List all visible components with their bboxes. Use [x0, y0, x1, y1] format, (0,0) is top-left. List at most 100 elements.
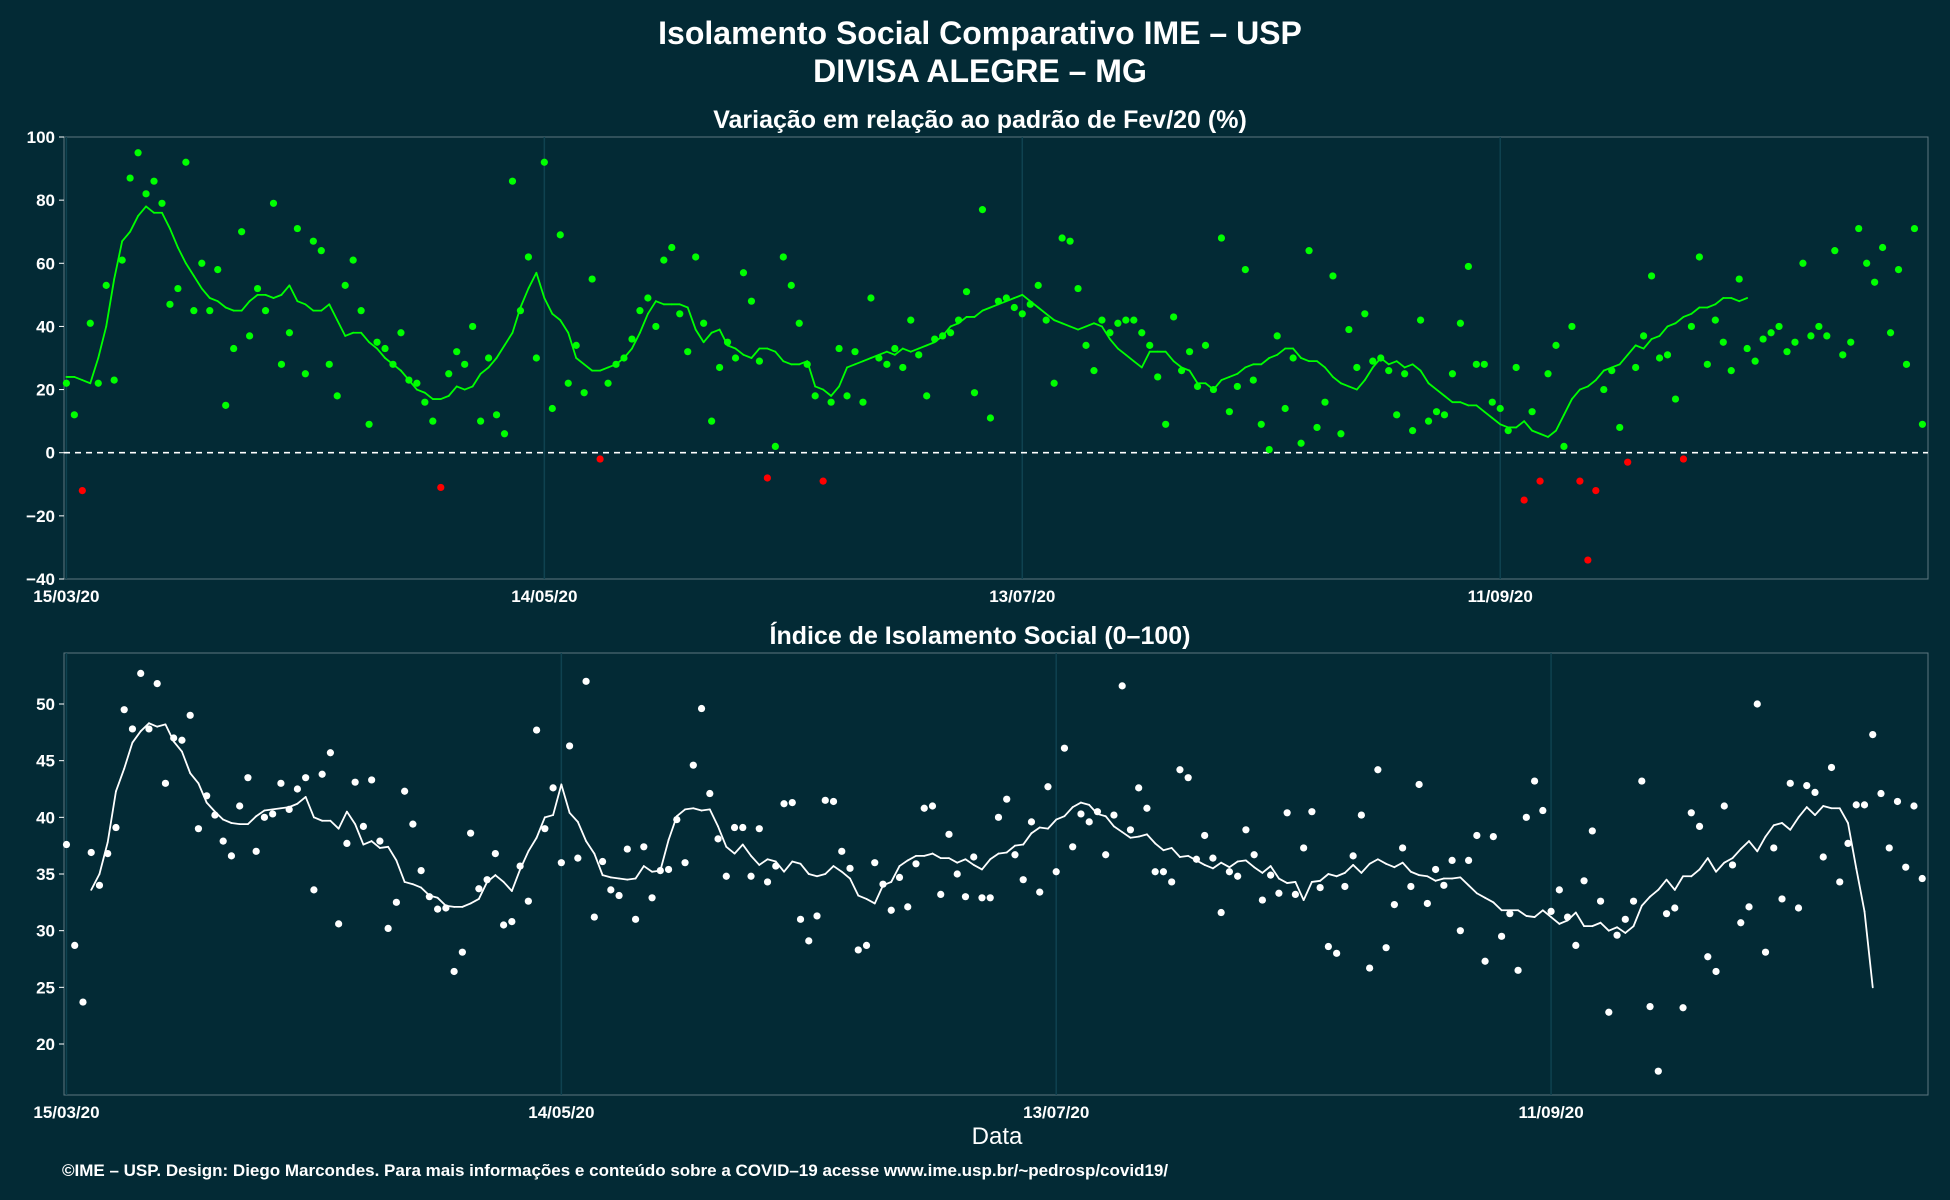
- variation-data-point: [397, 329, 405, 337]
- index-y-tick-label: 30: [36, 922, 55, 941]
- variation-moving-average-segment: [686, 306, 697, 331]
- index-moving-average-segment: [642, 865, 653, 873]
- variation-moving-average-segment: [1093, 322, 1103, 328]
- index-data-point: [1811, 788, 1819, 797]
- index-data-point: [1902, 863, 1910, 871]
- variation-moving-average-segment: [1563, 398, 1573, 416]
- index-moving-average-segment: [1401, 861, 1412, 873]
- variation-data-point: [548, 404, 556, 413]
- index-data-point: [912, 860, 920, 868]
- index-data-point: [763, 878, 772, 886]
- variation-moving-average-segment: [248, 293, 259, 303]
- variation-moving-average-segment: [1626, 344, 1637, 356]
- index-data-point: [1044, 783, 1052, 791]
- index-moving-average-segment: [1434, 877, 1445, 882]
- variation-data-point: [1847, 338, 1855, 346]
- variation-data-point: [1775, 322, 1783, 331]
- index-data-point: [871, 859, 879, 867]
- index-data-point: [805, 937, 813, 945]
- variation-moving-average-segment: [1547, 429, 1557, 438]
- index-data-point: [1300, 844, 1308, 852]
- index-data-point: [1036, 888, 1044, 896]
- variation-data-point: [174, 284, 182, 293]
- variation-moving-average-segment: [1332, 376, 1342, 385]
- index-moving-average-segment: [692, 807, 703, 812]
- variation-data-point: [1130, 316, 1138, 324]
- index-data-point: [978, 894, 986, 902]
- index-moving-average-segment: [1393, 861, 1404, 869]
- variation-x-tick-label: 14/05/20: [511, 587, 577, 606]
- index-moving-average-segment: [964, 858, 975, 866]
- variation-data-point: [365, 420, 373, 428]
- index-data-point: [475, 885, 483, 893]
- variation-data-point: [190, 307, 198, 315]
- variation-moving-average-segment: [1690, 306, 1701, 315]
- index-moving-average-segment: [585, 840, 596, 855]
- index-data-point: [335, 920, 343, 928]
- index-moving-average-segment: [791, 860, 802, 865]
- index-data-point: [1629, 897, 1638, 905]
- index-moving-average-segment: [1640, 895, 1651, 907]
- variation-moving-average-segment: [551, 312, 562, 322]
- variation-moving-average-segment: [97, 325, 108, 359]
- variation-data-point: [1679, 455, 1688, 463]
- variation-data-point: [636, 307, 644, 315]
- index-data-point: [1267, 871, 1275, 879]
- variation-x-tick-label: 15/03/20: [33, 587, 99, 606]
- variation-moving-average-segment: [264, 293, 275, 299]
- index-data-point: [491, 850, 499, 858]
- index-data-point: [961, 893, 970, 901]
- variation-data-point: [158, 199, 166, 207]
- index-moving-average-segment: [1335, 871, 1346, 878]
- variation-data-point: [445, 370, 453, 378]
- variation-moving-average-segment: [1594, 369, 1605, 382]
- index-moving-average-segment: [708, 808, 719, 828]
- index-moving-average-segment: [156, 723, 167, 728]
- index-moving-average-segment: [1080, 801, 1091, 806]
- index-moving-average-segment: [370, 840, 381, 849]
- variation-moving-average-segment: [599, 366, 609, 372]
- variation-moving-average-segment: [1491, 417, 1502, 426]
- index-moving-average-segment: [1748, 840, 1759, 853]
- variation-data-point: [277, 360, 286, 368]
- variation-data-point: [1090, 367, 1098, 375]
- variation-data-point: [477, 417, 485, 425]
- index-moving-average-segment: [1005, 844, 1016, 854]
- variation-moving-average-segment: [1085, 322, 1095, 328]
- index-moving-average-segment: [1484, 896, 1495, 904]
- index-moving-average-segment: [1772, 822, 1783, 827]
- index-data-point: [236, 802, 244, 810]
- index-data-point: [425, 893, 433, 901]
- variation-data-point: [516, 307, 525, 315]
- variation-data-point: [723, 338, 732, 346]
- index-moving-average-segment: [1154, 842, 1165, 852]
- index-moving-average-segment: [824, 865, 835, 875]
- variation-moving-average-segment: [742, 353, 753, 359]
- variation-moving-average-segment: [272, 293, 283, 299]
- index-moving-average-segment: [1599, 921, 1610, 932]
- variation-data-point: [301, 370, 309, 378]
- variation-moving-average-segment: [376, 347, 386, 359]
- index-moving-average-segment: [1327, 873, 1338, 878]
- variation-data-point: [1512, 363, 1520, 372]
- variation-data-point: [1217, 234, 1226, 242]
- index-moving-average-segment: [1203, 864, 1214, 870]
- index-moving-average-segment: [1129, 835, 1140, 839]
- index-moving-average-segment: [1343, 864, 1355, 874]
- index-moving-average-segment: [560, 783, 571, 814]
- index-moving-average-segment: [618, 877, 629, 881]
- index-moving-average-segment: [148, 722, 159, 728]
- variation-data-point: [684, 348, 692, 356]
- variation-data-point: [779, 253, 787, 261]
- variation-data-point: [771, 442, 779, 450]
- variation-data-point: [923, 392, 931, 400]
- variation-data-point: [1233, 382, 1241, 391]
- index-moving-average-segment: [1517, 909, 1528, 917]
- index-moving-average-segment: [378, 845, 390, 849]
- variation-data-point: [620, 354, 628, 362]
- index-moving-average-segment: [1789, 816, 1800, 831]
- variation-moving-average-segment: [567, 331, 578, 359]
- index-data-point: [1753, 700, 1761, 708]
- variation-moving-average-segment: [1355, 379, 1366, 391]
- index-data-point: [252, 847, 260, 855]
